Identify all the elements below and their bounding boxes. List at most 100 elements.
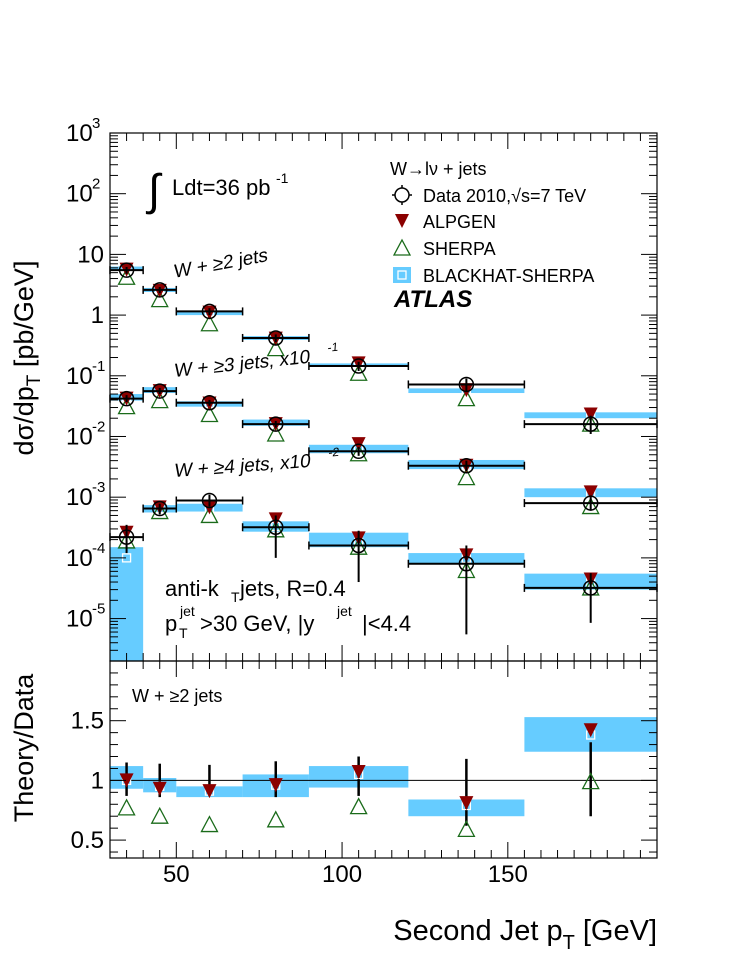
y-tick-label: 10 [66,484,93,511]
legend-blackhat-marker [397,270,407,280]
y-tick-label-exp: -5 [92,601,105,618]
ratio-point-group [200,764,219,833]
ratio-sherpa-point [117,798,136,816]
data-point [268,330,284,346]
y-tick-label: 10 [66,120,93,147]
data-point [151,383,168,399]
ratio-frame [109,660,658,859]
sherpa-point [266,424,285,442]
ratio-bands [110,717,657,817]
sherpa-point [200,506,219,524]
ratio-alpgen-point [202,784,217,799]
sherpa-point [457,389,476,407]
sherpa-point [349,444,368,462]
cut-end: |<4.4 [362,611,411,636]
series-label: W + ≥2 jets [174,245,268,283]
legend-entry: Data 2010,√s=7 TeV [423,186,586,206]
ratio-alpgen-point [119,773,134,788]
data-point [582,495,599,511]
y-tick-label: 10 [77,241,104,268]
series-label-scale: -2 [328,445,340,460]
legend-alpgen-marker [395,214,409,228]
ratio-sherpa-point [581,772,600,790]
legend-data-marker [394,187,410,203]
y-tick-label: 10 [66,363,93,390]
alpgen-point [583,407,598,422]
data-point [582,580,599,596]
ratio-x-ticks: 50 100 150 [109,661,658,888]
ratio-point-group [349,756,368,815]
sherpa-point [457,468,476,486]
y-tick-label-exp: 2 [92,176,100,193]
jet-algo-rest: jets, R=0.4 [239,576,346,601]
legend-title: W→lν + jets [390,159,487,179]
sherpa-point [117,397,136,415]
series-label: W + ≥3 jets, x10 -1 [174,340,339,382]
ratio-sherpa-point [266,810,285,828]
y-tick-label: 1 [91,302,104,329]
ratio-point-group [457,758,476,837]
y-tick-label: 10 [66,181,93,208]
atlas-label: ATLAS [393,286,472,313]
data-point [268,416,284,432]
alpgen-point [583,485,598,500]
y-tick-label-exp: 3 [92,115,100,132]
ratio-alpgen-point [351,765,366,780]
y-tick-label-exp: -2 [92,418,105,435]
data-point [201,492,218,509]
legend-entry: SHERPA [423,239,496,259]
main-x-ticks [109,133,658,661]
series-2-jets [109,262,658,434]
ratio-y-tick-label: 1 [91,767,104,794]
integral-symbol: ∫ [145,166,163,215]
cut-y-sup: jet [336,603,352,619]
data-point [458,556,475,572]
ratio-point-group [581,723,600,817]
ratio-alpgen-point [268,778,283,793]
legend-sherpa-marker [392,238,412,256]
legend-blackhat-band [393,267,411,283]
lumi-exp: -1 [276,170,289,186]
lumi-text: Ldt=36 pb [172,175,270,200]
series-label-scale: -1 [327,340,339,355]
data-point [268,519,284,535]
sherpa-point [150,502,169,520]
cut-p-sub: T [179,625,188,641]
ratio-y-tick-label: 1.5 [71,708,104,735]
ratio-alpgen-point [152,781,167,796]
ratio-y-ticks: 0.5 1 1.5 [71,672,657,854]
ratio-panel: 0.5 1 1.5 50 100 150 W + ≥2 jets Theory/Data Sec… [9,660,658,954]
ratio-y-axis-label: Theory/Data [9,673,39,823]
sherpa-point [150,391,169,409]
cut-p: p [165,611,177,636]
data-point [350,443,367,460]
ratio-sherpa-point [200,815,219,833]
y-tick-label: 10 [66,606,93,633]
x-tick-label: 50 [163,861,190,888]
data-point [201,303,218,320]
data-point [350,537,367,554]
ratio-alpgen-point [459,796,474,811]
sherpa-point [150,290,169,308]
series-3-jets [109,383,658,515]
ratio-point-group [150,763,169,824]
ratio-point-group [266,761,285,828]
data-point [350,358,367,374]
sherpa-point [200,314,219,332]
ratio-y-tick-label: 0.5 [71,827,104,854]
ratio-sherpa-point [349,797,368,815]
x-axis-label: Second Jet pT [GeV] [393,915,657,954]
cut-mid: >30 GeV, |y [200,611,314,636]
sherpa-point [581,497,600,515]
jet-algo-sub: T [231,589,240,605]
data-point [201,394,218,411]
sherpa-point [200,405,219,423]
data-point [458,376,475,393]
data-point [582,416,599,432]
y-tick-label-exp: -1 [92,358,105,375]
series-label-text: W + ≥3 jets, x10 [174,347,311,382]
y-tick-label: 10 [66,423,93,450]
